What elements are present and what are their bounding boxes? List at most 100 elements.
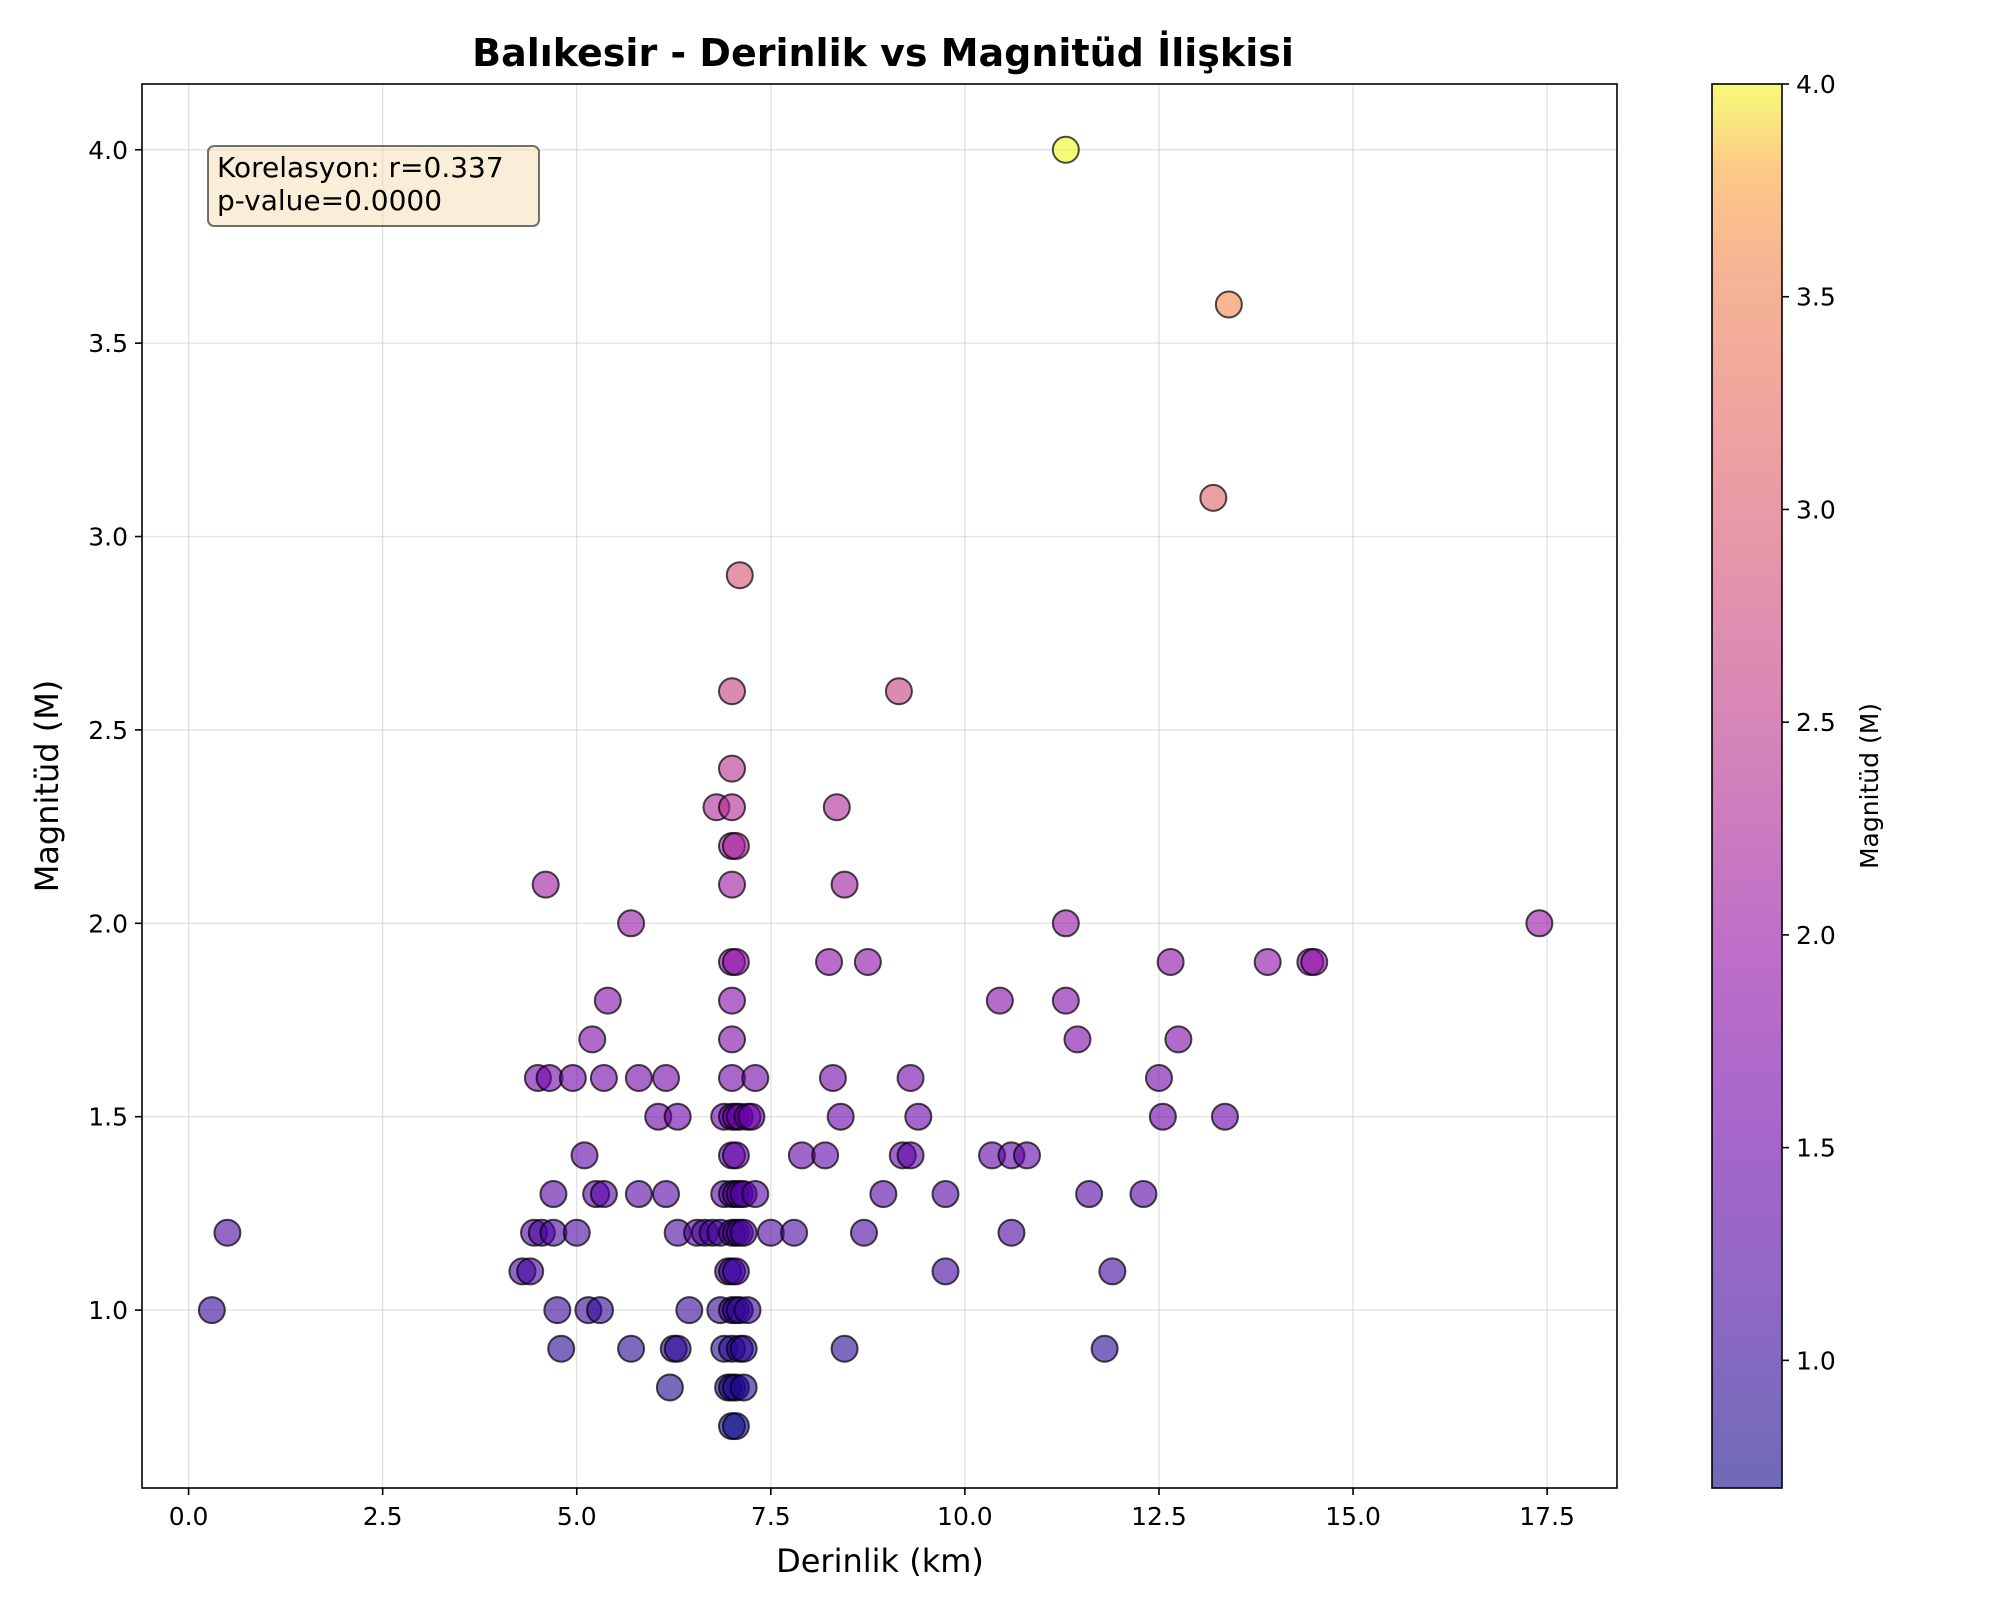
data-point xyxy=(535,1064,564,1093)
data-point xyxy=(884,677,913,706)
data-point xyxy=(589,1064,618,1093)
data-point xyxy=(617,909,646,938)
data-point xyxy=(1253,947,1282,976)
data-point xyxy=(1210,1102,1239,1131)
x-tick-label: 17.5 xyxy=(1519,1502,1575,1531)
data-point xyxy=(1098,1257,1127,1286)
data-point xyxy=(721,1257,750,1286)
x-tick-label: 2.5 xyxy=(363,1502,403,1531)
data-point xyxy=(1013,1141,1041,1170)
colorbar-tick-label: 2.0 xyxy=(1796,921,1836,950)
data-points xyxy=(197,135,1554,1441)
colorbar: 1.0 1.5 2.0 2.5 3.0 3.5 4.0 Magnitüd (M) xyxy=(1711,70,1884,1489)
data-point xyxy=(826,1102,855,1131)
annotation-line-2: p-value=0.0000 xyxy=(217,184,442,217)
data-point xyxy=(1156,947,1185,976)
data-point xyxy=(721,947,750,976)
grid-lines xyxy=(142,84,1617,1488)
data-point xyxy=(1144,1064,1173,1093)
colorbar-tick-label: 1.5 xyxy=(1796,1134,1836,1163)
annotation-box xyxy=(207,145,540,227)
colorbar-tick-label: 3.5 xyxy=(1796,283,1836,312)
chart-title: Balıkesir - Derinlik vs Magnitüd İlişkis… xyxy=(472,31,1294,75)
data-point xyxy=(1051,135,1080,164)
data-point xyxy=(822,793,851,822)
data-point xyxy=(1129,1180,1158,1209)
data-point xyxy=(624,1064,653,1093)
data-point xyxy=(896,1141,925,1170)
plot-area xyxy=(142,84,1617,1488)
data-point xyxy=(1525,909,1554,938)
x-tick-label: 0.0 xyxy=(169,1502,209,1531)
data-point xyxy=(787,1141,816,1170)
data-point xyxy=(733,1296,762,1325)
colorbar-tick-label: 2.5 xyxy=(1796,708,1836,737)
x-tick-label: 5.0 xyxy=(557,1502,597,1531)
data-point xyxy=(729,1334,758,1363)
data-point xyxy=(531,870,560,899)
data-point xyxy=(617,1334,646,1363)
data-point xyxy=(830,1334,859,1363)
data-point xyxy=(741,1064,770,1093)
data-point xyxy=(1051,986,1080,1015)
y-tick-label: 1.5 xyxy=(88,1103,128,1132)
data-point xyxy=(721,831,750,860)
x-axis-ticks: 0.0 2.5 5.0 7.5 10.0 12.5 15.0 17.5 xyxy=(169,1488,1575,1531)
data-point xyxy=(578,1025,607,1054)
data-point xyxy=(652,1180,681,1209)
data-point xyxy=(818,1064,847,1093)
data-point xyxy=(547,1334,576,1363)
data-point xyxy=(652,1064,681,1093)
colorbar-label: Magnitüd (M) xyxy=(1855,703,1884,869)
data-point xyxy=(589,1180,618,1209)
data-point xyxy=(718,1025,746,1054)
data-point xyxy=(1063,1025,1092,1054)
x-tick-label: 15.0 xyxy=(1325,1502,1381,1531)
data-point xyxy=(1199,483,1228,512)
data-point xyxy=(213,1218,242,1247)
data-point xyxy=(931,1257,960,1286)
data-point xyxy=(729,1218,758,1247)
data-point xyxy=(539,1218,568,1247)
colorbar-ticks: 1.0 1.5 2.0 2.5 3.0 3.5 4.0 xyxy=(1782,70,1836,1375)
data-point xyxy=(721,1141,750,1170)
data-point xyxy=(718,1064,746,1093)
y-tick-label: 4.0 xyxy=(88,136,128,165)
data-point xyxy=(756,1218,785,1247)
x-tick-label: 10.0 xyxy=(937,1502,993,1531)
data-point xyxy=(663,1334,692,1363)
correlation-annotation: Korelasyon: r=0.337 p-value=0.0000 xyxy=(207,145,540,227)
data-point xyxy=(1090,1334,1119,1363)
data-point xyxy=(593,986,622,1015)
data-point xyxy=(197,1296,226,1325)
data-point xyxy=(830,870,859,899)
colorbar-fill xyxy=(1712,84,1782,1488)
data-point xyxy=(663,1102,692,1131)
data-point xyxy=(718,754,746,783)
y-tick-label: 3.0 xyxy=(88,523,128,552)
y-axis-ticks: 1.0 1.5 2.0 2.5 3.0 3.5 4.0 xyxy=(88,136,142,1325)
data-point xyxy=(815,947,844,976)
y-tick-label: 2.0 xyxy=(88,909,128,938)
data-point xyxy=(811,1141,840,1170)
data-point xyxy=(718,677,746,706)
colorbar-tick-label: 1.0 xyxy=(1796,1346,1836,1375)
y-tick-label: 3.5 xyxy=(88,329,128,358)
y-tick-label: 2.5 xyxy=(88,716,128,745)
data-point xyxy=(718,870,746,899)
data-point xyxy=(655,1373,684,1402)
data-point xyxy=(904,1102,933,1131)
annotation-line-1: Korelasyon: r=0.337 xyxy=(217,151,504,184)
data-point xyxy=(562,1218,591,1247)
data-point xyxy=(1148,1102,1177,1131)
data-point xyxy=(741,1180,770,1209)
data-point xyxy=(869,1180,898,1209)
x-tick-label: 7.5 xyxy=(751,1502,791,1531)
data-point xyxy=(516,1257,545,1286)
data-point xyxy=(849,1218,878,1247)
colorbar-tick-label: 4.0 xyxy=(1796,70,1836,99)
data-point xyxy=(725,561,754,590)
data-point xyxy=(729,1373,758,1402)
data-point xyxy=(539,1180,568,1209)
